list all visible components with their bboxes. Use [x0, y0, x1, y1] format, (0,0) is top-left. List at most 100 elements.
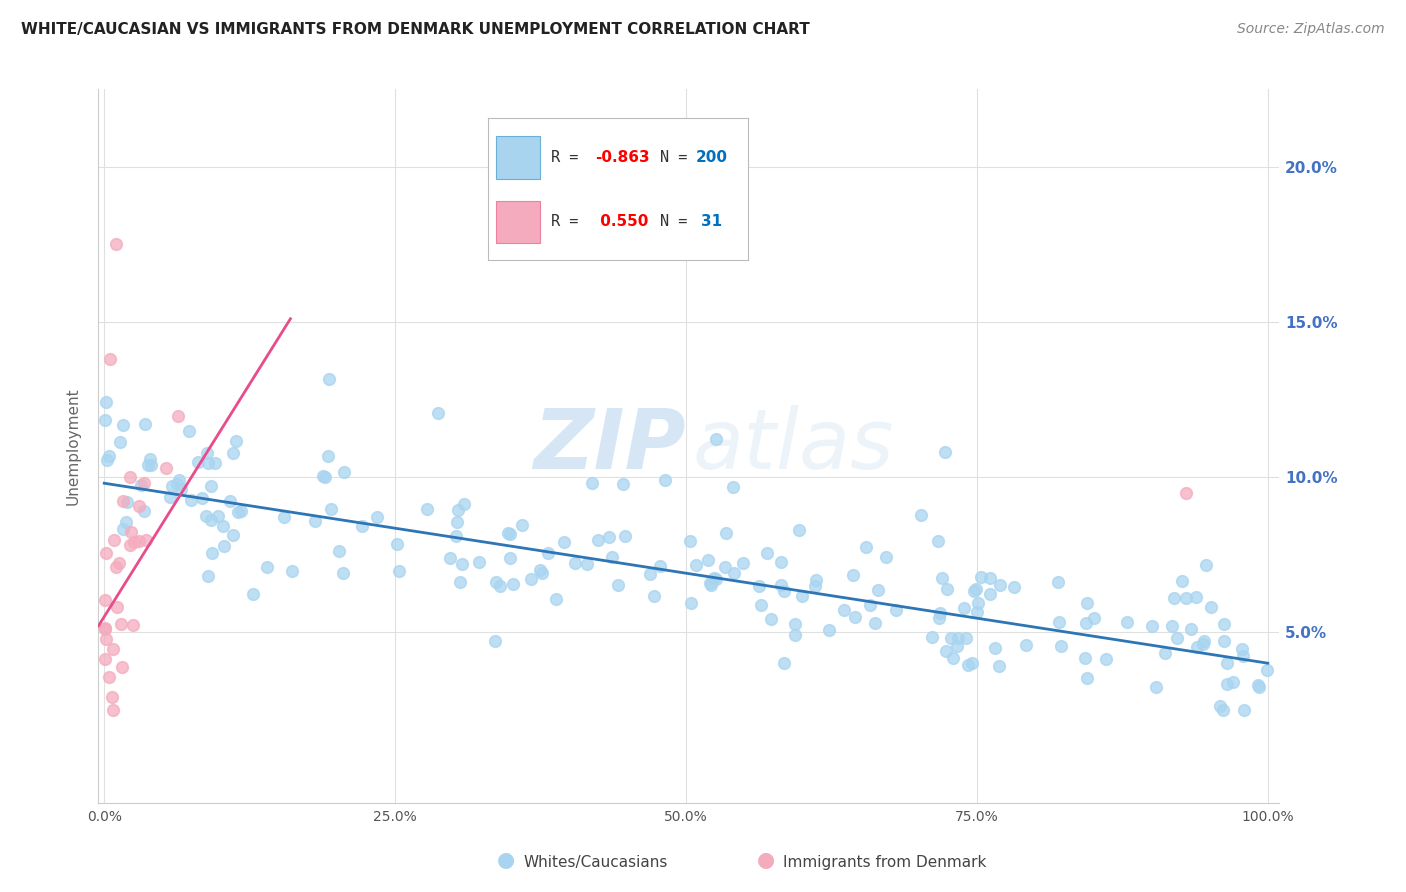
Point	[93, 413, 115, 427]
Point	[120, 537, 142, 551]
Point	[638, 566, 661, 581]
Point	[1083, 611, 1105, 625]
Text: ●: ●	[498, 850, 515, 870]
Point	[467, 556, 489, 570]
Point	[929, 606, 952, 620]
Point	[485, 575, 508, 590]
Point	[787, 523, 810, 537]
Point	[842, 568, 865, 582]
Text: ZIP: ZIP	[533, 406, 685, 486]
Point	[101, 690, 124, 704]
Point	[921, 631, 943, 645]
Point	[970, 570, 993, 584]
Point	[1192, 634, 1215, 648]
Point	[96, 395, 118, 409]
Point	[1185, 640, 1208, 654]
Point	[94, 592, 117, 607]
Point	[935, 582, 957, 596]
Point	[197, 456, 219, 470]
Point	[1233, 703, 1256, 717]
Point	[134, 417, 156, 431]
Point	[1166, 631, 1188, 645]
Point	[498, 526, 520, 541]
Point	[984, 641, 1007, 656]
Point	[427, 406, 450, 420]
Point	[600, 549, 623, 564]
Point	[1232, 649, 1254, 664]
Point	[229, 504, 252, 518]
Point	[576, 558, 599, 572]
Point	[450, 558, 472, 572]
Point	[1212, 617, 1234, 632]
Point	[177, 424, 200, 438]
Point	[886, 603, 908, 617]
Point	[1161, 619, 1184, 633]
Point	[103, 533, 125, 547]
Point	[136, 458, 159, 472]
Point	[700, 578, 723, 592]
Point	[1247, 681, 1270, 695]
Point	[96, 632, 118, 646]
Point	[581, 476, 603, 491]
Point	[537, 547, 560, 561]
Point	[1073, 651, 1095, 665]
Point	[643, 589, 665, 603]
Point	[748, 579, 770, 593]
Point	[111, 494, 134, 508]
Text: Immigrants from Denmark: Immigrants from Denmark	[783, 855, 987, 870]
Point	[226, 505, 249, 519]
Point	[1256, 663, 1278, 677]
Point	[761, 612, 783, 626]
Point	[783, 628, 806, 642]
Point	[242, 587, 264, 601]
Point	[200, 513, 222, 527]
Point	[731, 556, 754, 570]
Point	[934, 445, 956, 459]
Point	[1201, 600, 1223, 615]
Point	[103, 642, 125, 657]
Point	[966, 596, 988, 610]
Point	[444, 528, 467, 542]
Point	[110, 617, 132, 632]
Point	[132, 504, 155, 518]
Point	[1163, 591, 1185, 605]
Point	[195, 509, 218, 524]
Point	[101, 703, 124, 717]
Point	[613, 529, 636, 543]
Point	[1212, 703, 1234, 717]
Point	[770, 555, 793, 569]
Point	[195, 446, 218, 460]
Point	[1153, 646, 1175, 660]
Point	[979, 587, 1001, 601]
Point	[221, 446, 243, 460]
Point	[723, 566, 745, 581]
Point	[104, 237, 127, 252]
Point	[770, 578, 793, 592]
Point	[863, 616, 886, 631]
Point	[499, 527, 522, 541]
Point	[446, 516, 468, 530]
Point	[1175, 485, 1198, 500]
Point	[167, 409, 190, 423]
Point	[704, 432, 727, 446]
Point	[1144, 680, 1167, 694]
Point	[316, 449, 339, 463]
Point	[212, 539, 235, 553]
Point	[946, 632, 969, 646]
Point	[111, 660, 134, 674]
Point	[1191, 637, 1213, 651]
Point	[866, 582, 889, 597]
Point	[180, 493, 202, 508]
Point	[783, 616, 806, 631]
Point	[499, 551, 522, 566]
Point	[128, 499, 150, 513]
Point	[792, 589, 814, 603]
Text: Whites/Caucasians: Whites/Caucasians	[523, 855, 668, 870]
Point	[155, 460, 177, 475]
Point	[1175, 591, 1198, 605]
Point	[350, 518, 373, 533]
Point	[679, 596, 702, 610]
Point	[94, 621, 117, 635]
Point	[115, 494, 138, 508]
Point	[510, 517, 533, 532]
